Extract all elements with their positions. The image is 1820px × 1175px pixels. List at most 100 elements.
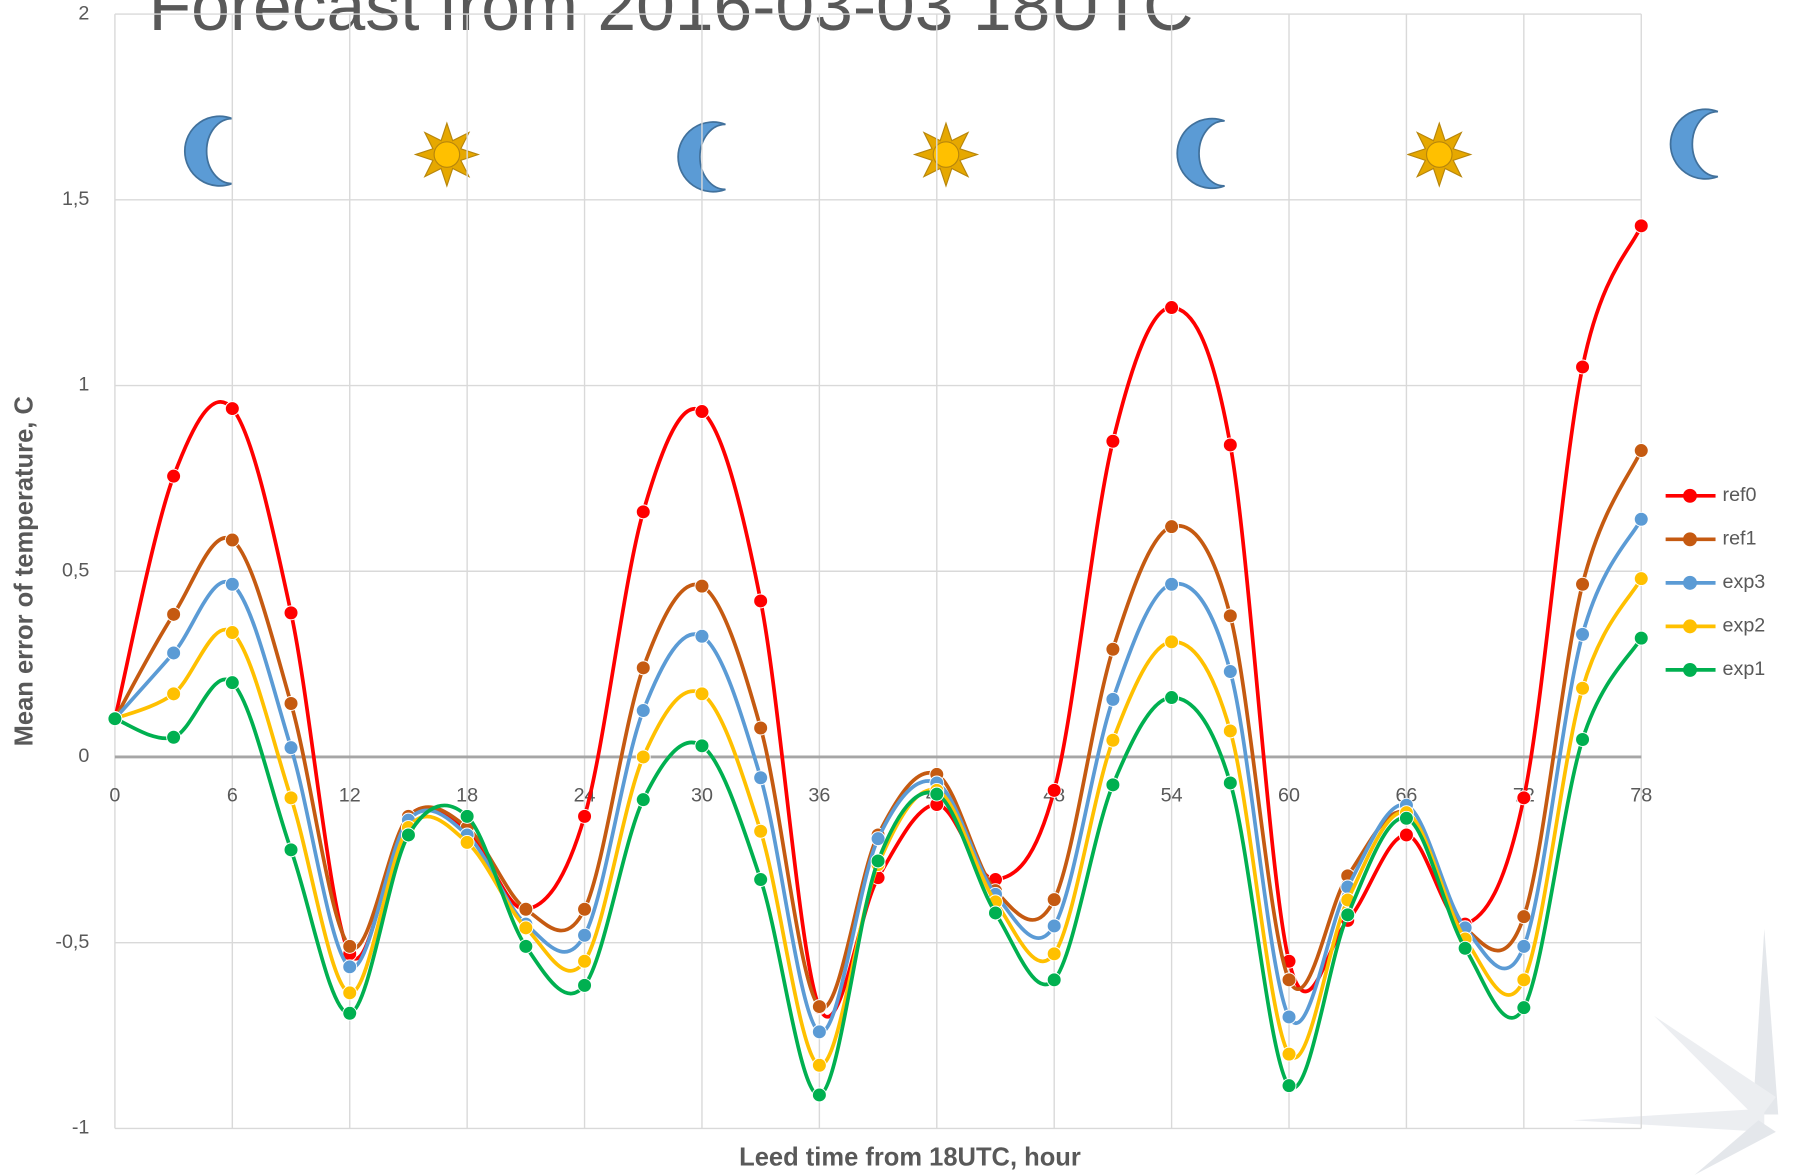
data-point bbox=[518, 901, 534, 917]
data-point bbox=[1516, 790, 1532, 806]
data-point bbox=[518, 920, 534, 936]
data-point bbox=[635, 703, 651, 718]
data-point bbox=[1164, 634, 1180, 650]
data-point bbox=[694, 738, 710, 754]
data-point bbox=[1516, 938, 1532, 954]
y-tick-label: -0,5 bbox=[55, 931, 89, 953]
series-line bbox=[114, 637, 1643, 1097]
sun-icon bbox=[414, 122, 479, 187]
data-point bbox=[1575, 732, 1590, 747]
x-tick-label: 54 bbox=[1161, 785, 1183, 807]
data-point bbox=[1105, 732, 1121, 748]
data-point bbox=[1340, 907, 1356, 923]
sun-icon bbox=[1407, 122, 1472, 187]
y-tick-label: 0,5 bbox=[62, 559, 89, 581]
data-point bbox=[1575, 680, 1590, 696]
data-point bbox=[283, 790, 299, 806]
x-tick-label: 12 bbox=[339, 785, 361, 807]
data-point bbox=[283, 696, 299, 711]
legend-label: exp3 bbox=[1723, 571, 1766, 593]
data-point bbox=[577, 953, 592, 969]
x-tick-label: 18 bbox=[456, 785, 478, 807]
data-point bbox=[224, 532, 240, 548]
legend-entry: ref1 bbox=[1665, 528, 1756, 550]
data-point bbox=[1516, 909, 1532, 925]
data-point bbox=[694, 578, 710, 594]
x-tick-label: 0 bbox=[109, 785, 120, 807]
data-point bbox=[1516, 972, 1532, 988]
data-point bbox=[1633, 630, 1649, 646]
sun-icon bbox=[914, 122, 978, 187]
x-tick-label: 30 bbox=[691, 785, 713, 807]
data-point bbox=[342, 1005, 358, 1021]
data-point bbox=[1046, 972, 1062, 988]
data-point bbox=[224, 576, 240, 592]
legend-marker bbox=[1683, 619, 1697, 634]
data-point bbox=[1281, 1078, 1297, 1094]
data-point bbox=[166, 686, 182, 702]
data-point bbox=[1633, 218, 1649, 234]
data-point bbox=[1398, 827, 1414, 843]
data-point bbox=[811, 1057, 827, 1073]
legend-entry: exp2 bbox=[1665, 615, 1766, 637]
y-tick-label: -1 bbox=[72, 1117, 90, 1139]
data-point bbox=[1105, 641, 1121, 657]
data-point bbox=[1164, 690, 1180, 705]
legend-marker bbox=[1683, 488, 1697, 503]
data-point bbox=[811, 1024, 827, 1040]
data-point bbox=[1046, 918, 1062, 934]
series bbox=[107, 571, 1649, 1073]
series bbox=[107, 630, 1649, 1103]
data-point bbox=[166, 645, 182, 661]
data-point bbox=[342, 938, 358, 954]
series bbox=[107, 443, 1649, 1014]
data-point bbox=[988, 905, 1003, 921]
data-point bbox=[1222, 664, 1238, 679]
data-point bbox=[283, 605, 299, 621]
y-tick-label: 1,5 bbox=[62, 188, 89, 210]
data-point bbox=[166, 729, 182, 745]
moon-icon bbox=[1669, 108, 1719, 180]
data-point bbox=[753, 593, 769, 609]
data-point bbox=[1105, 777, 1121, 793]
data-point bbox=[1575, 626, 1590, 642]
x-tick-label: 36 bbox=[808, 785, 830, 807]
x-tick-label: 6 bbox=[227, 785, 238, 807]
data-point bbox=[518, 938, 534, 954]
data-point bbox=[694, 404, 710, 419]
data-point bbox=[635, 504, 651, 520]
x-tick-label: 78 bbox=[1630, 785, 1652, 807]
star-decoration bbox=[1572, 928, 1779, 1175]
data-point bbox=[577, 901, 592, 917]
moon-icon bbox=[1176, 117, 1226, 190]
data-point bbox=[1633, 571, 1649, 587]
data-point bbox=[635, 792, 651, 808]
data-point bbox=[1222, 437, 1238, 453]
legend-marker bbox=[1683, 575, 1697, 590]
data-point bbox=[811, 999, 827, 1014]
moon-icon bbox=[183, 115, 234, 187]
series-line bbox=[113, 449, 1643, 1010]
series bbox=[107, 511, 1649, 1040]
legend-label: ref0 bbox=[1723, 484, 1757, 506]
data-point bbox=[166, 606, 182, 622]
y-tick-label: 2 bbox=[78, 2, 89, 24]
legend-label: exp2 bbox=[1723, 615, 1766, 637]
legend-entry: ref0 bbox=[1665, 484, 1757, 506]
x-axis-title: Leed time from 18UTC, hour bbox=[739, 1143, 1081, 1171]
data-point bbox=[1222, 723, 1238, 739]
data-point bbox=[224, 675, 240, 691]
x-tick-label: 60 bbox=[1278, 785, 1300, 807]
data-point bbox=[870, 831, 886, 847]
data-point bbox=[1046, 946, 1062, 962]
series bbox=[107, 218, 1649, 1019]
data-point bbox=[166, 468, 182, 484]
legend-entry: exp3 bbox=[1665, 571, 1766, 593]
series-line bbox=[113, 225, 1643, 1019]
data-point bbox=[1633, 511, 1649, 527]
data-point bbox=[1633, 443, 1649, 458]
data-point bbox=[753, 872, 769, 887]
data-point bbox=[107, 711, 123, 727]
data-point bbox=[1164, 519, 1180, 535]
